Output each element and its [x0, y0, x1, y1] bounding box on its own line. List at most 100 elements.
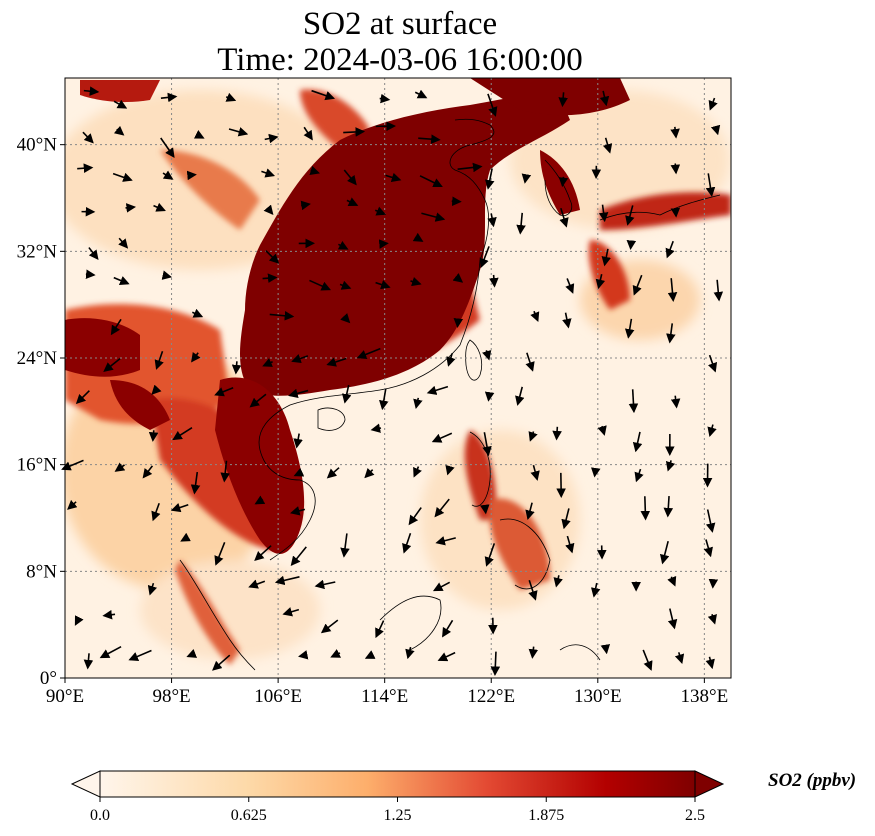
so2-high-core	[65, 78, 630, 554]
wind-vector	[642, 649, 653, 671]
wind-vector	[408, 507, 422, 526]
wind-vector	[602, 137, 613, 154]
wind-vector	[624, 318, 635, 339]
wind-vector	[99, 645, 122, 659]
wind-vector	[552, 426, 562, 441]
wind-vector	[375, 620, 385, 639]
wind-vector	[426, 385, 449, 395]
wind-vector	[421, 212, 446, 222]
wind-vector	[482, 349, 492, 361]
wind-vector	[414, 89, 428, 99]
wind-vector	[125, 203, 137, 213]
wind-vector	[309, 165, 320, 176]
wind-vector	[516, 212, 526, 235]
wind-vector	[413, 466, 422, 478]
wind-vector	[703, 539, 713, 558]
wind-vector	[634, 468, 644, 483]
wind-vector	[452, 272, 464, 283]
wind-vector	[528, 646, 539, 659]
lon-tick-label: 106°E	[254, 686, 302, 707]
wind-vector	[442, 619, 454, 638]
wind-vector	[151, 502, 161, 522]
wind-vector	[88, 247, 99, 260]
wind-vector	[293, 433, 303, 449]
wind-vector	[667, 278, 678, 303]
wind-vector	[418, 134, 441, 144]
wind-vector	[482, 432, 492, 457]
wind-vector	[412, 232, 424, 242]
wind-vector	[670, 395, 681, 409]
wind-vector	[558, 176, 569, 188]
wind-vector	[110, 318, 122, 336]
wind-vector	[705, 509, 716, 533]
wind-vector	[528, 431, 538, 442]
lat-tick-label: 8°N	[26, 561, 57, 582]
wind-vector	[530, 310, 540, 323]
lat-tick-labels: 0° 8°N 16°N 24°N 32°N 40°N	[17, 135, 65, 689]
wind-vector	[379, 388, 389, 411]
wind-vector	[339, 280, 352, 290]
wind-vector	[154, 350, 164, 370]
wind-vector	[626, 240, 637, 251]
wind-vector	[330, 649, 341, 658]
wind-vector	[112, 172, 133, 182]
wind-vector	[479, 246, 490, 269]
wind-vector	[193, 129, 205, 139]
lat-tick-label: 32°N	[17, 241, 58, 262]
wind-vector	[530, 464, 540, 481]
colorbar-tick-label: 0.625	[231, 807, 267, 824]
wind-vector	[521, 173, 532, 184]
wind-vector	[632, 274, 643, 296]
wind-vector	[628, 389, 639, 414]
wind-vector	[265, 250, 280, 264]
wind-vector	[707, 354, 718, 373]
wind-vector	[515, 386, 525, 406]
wind-vector	[665, 240, 675, 259]
wind-vector	[186, 170, 197, 181]
wind-vector	[248, 579, 266, 589]
wind-vector	[445, 464, 455, 476]
wind-vector	[191, 351, 201, 363]
wind-vector	[343, 127, 366, 137]
lat-tick-label: 24°N	[17, 348, 58, 369]
lon-tick-label: 122°E	[467, 686, 515, 707]
wind-vector	[254, 545, 272, 561]
wind-vector	[74, 615, 84, 626]
wind-vector	[525, 502, 535, 521]
wind-vectors	[61, 86, 724, 676]
wind-vector	[291, 354, 309, 364]
wind-vector	[102, 609, 116, 620]
lat-tick-label: 0°	[40, 668, 57, 689]
wind-vector	[274, 575, 300, 586]
wind-vector	[341, 384, 352, 404]
wind-vector	[674, 652, 685, 665]
wind-vector	[282, 607, 300, 617]
lon-tick-label: 114°E	[361, 686, 408, 707]
colorbar-tick-label: 1.25	[384, 807, 412, 824]
wind-vector	[191, 308, 204, 318]
wind-vector	[214, 542, 226, 566]
wind-vector	[212, 654, 231, 671]
wind-vector	[346, 197, 359, 207]
wind-vector	[705, 173, 716, 198]
wind-vector	[378, 239, 389, 249]
wind-vector	[364, 650, 376, 659]
wind-vector	[432, 581, 451, 592]
wind-vector	[487, 213, 497, 228]
wind-vector	[67, 499, 78, 510]
wind-vector	[453, 318, 464, 329]
wind-vector	[113, 276, 130, 285]
wind-vector	[160, 92, 178, 103]
wind-vector	[161, 270, 173, 280]
wind-vector	[153, 202, 166, 212]
wind-vector	[77, 163, 94, 173]
wind-vector	[190, 471, 201, 495]
lon-tick-label: 90°E	[46, 686, 84, 707]
colorbar-tick-label: 0.0	[90, 807, 110, 824]
lon-tick-label: 138°E	[681, 686, 729, 707]
wind-vector	[489, 274, 499, 288]
wind-vector	[262, 273, 278, 283]
wind-vector	[118, 237, 129, 249]
wind-vector	[600, 643, 611, 655]
wind-vector	[269, 311, 295, 321]
